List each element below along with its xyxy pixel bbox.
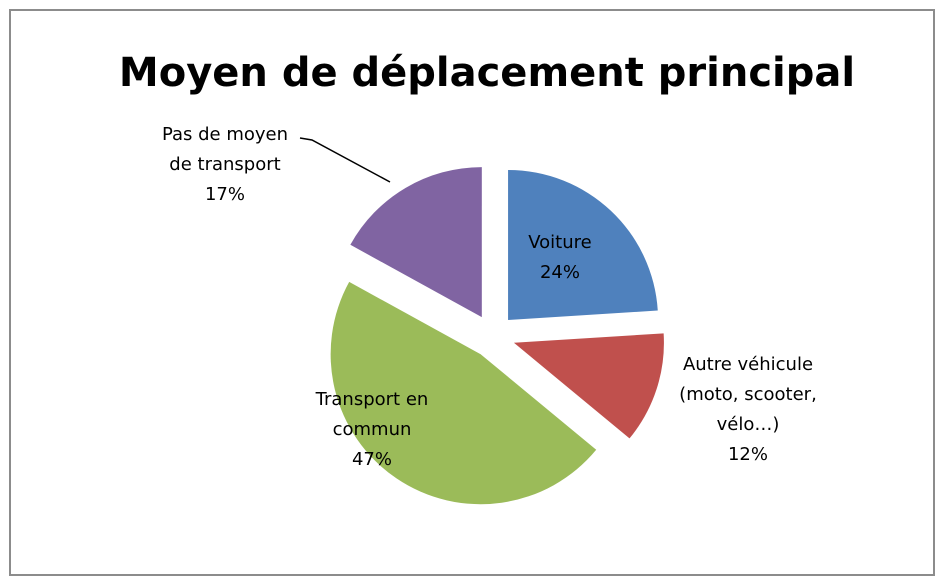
slice-label: Voiture 24%	[500, 228, 620, 288]
pie-slice	[508, 169, 658, 320]
pie-slice	[513, 333, 664, 439]
value-label: 24%	[539, 262, 580, 283]
category-label: Autre véhicule (moto, scooter, vélo…)	[679, 354, 817, 435]
value-label: 17%	[204, 184, 245, 205]
value-label: 47%	[351, 449, 392, 470]
slice-label: Autre véhicule (moto, scooter, vélo…) 12%	[661, 350, 836, 470]
value-label: 12%	[727, 444, 768, 465]
category-label: Voiture	[528, 232, 592, 253]
chart-title: Moyen de déplacement principal	[119, 50, 855, 96]
category-label: Pas de moyen de transport	[161, 124, 289, 175]
pie-slice	[350, 167, 482, 318]
slice-label: Transport en commun 47%	[310, 385, 435, 475]
slice-label: Pas de moyen de transport 17%	[150, 120, 300, 210]
category-label: Transport en commun	[315, 389, 429, 440]
pie-slice	[330, 281, 597, 505]
leader-line	[299, 137, 391, 183]
